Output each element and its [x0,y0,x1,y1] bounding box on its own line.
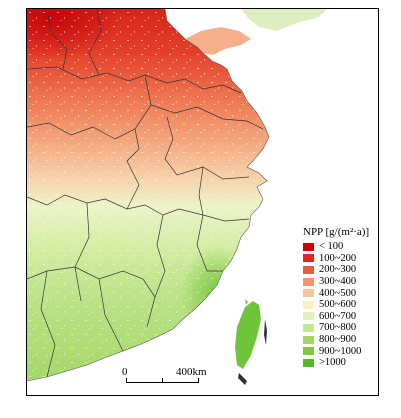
legend-label: < 100 [319,241,344,253]
legend-swatch [303,323,314,332]
shandong-peninsula [185,27,251,55]
scale-bar: 0 400km [118,366,228,390]
npp-map [27,9,378,395]
legend-items: < 100 100~200 200~300 300~400 400~500 500~600… [303,241,395,369]
legend-label: 200~300 [319,264,357,276]
npp-legend: NPP [g/(m²·a)] < 100 100~200 200~300 300~40… [303,226,395,369]
legend-item: < 100 [303,241,395,253]
legend-swatch [303,277,314,286]
scale-tick [162,378,163,383]
legend-item: 700~800 [303,322,395,334]
legend-item: >1000 [303,357,395,369]
legend-swatch [303,300,314,309]
legend-item: 500~600 [303,299,395,311]
legend-label: 900~1000 [319,345,362,357]
scale-end-label: 400km [176,366,207,378]
islet-2 [238,373,247,385]
legend-title: NPP [g/(m²·a)] [303,226,370,238]
legend-swatch [303,265,314,274]
legend-item: 300~400 [303,276,395,288]
legend-label: 700~800 [319,322,357,334]
legend-item: 100~200 [303,253,395,265]
legend-item: 900~1000 [303,345,395,357]
map-frame [26,8,379,396]
legend-swatch [303,347,314,356]
legend-swatch [303,242,314,251]
legend-swatch [303,312,314,321]
islet-3 [245,299,248,305]
legend-swatch [303,254,314,263]
legend-label: >1000 [319,357,346,369]
legend-label: 300~400 [319,276,357,288]
scale-tick [198,378,199,383]
legend-label: 800~900 [319,334,357,346]
legend-label: 500~600 [319,299,357,311]
legend-label: 400~500 [319,287,357,299]
legend-label: 100~200 [319,252,357,264]
province-boundaries [27,9,264,378]
liaodong-coast [241,9,327,31]
legend-item: 200~300 [303,264,395,276]
legend-swatch [303,358,314,367]
taiwan-island [235,301,261,369]
legend-swatch [303,289,314,298]
land-texture [27,9,269,381]
coastline [27,9,270,382]
legend-item: 800~900 [303,334,395,346]
legend-item: 600~700 [303,311,395,323]
scale-tick [126,378,127,383]
scale-start-label: 0 [122,366,128,378]
legend-swatch [303,335,314,344]
legend-item: 400~500 [303,287,395,299]
islet-1 [264,319,267,345]
legend-label: 600~700 [319,310,357,322]
